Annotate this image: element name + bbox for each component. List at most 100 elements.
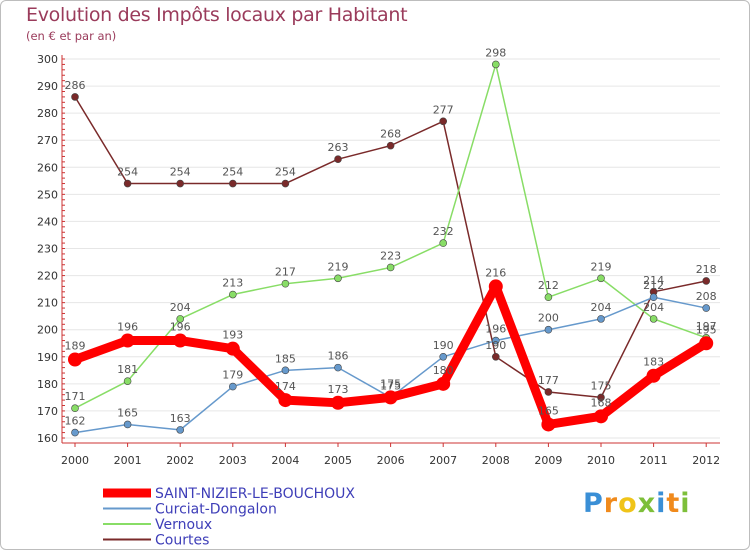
x-tick-label: 2001 [114, 454, 142, 467]
data-label: 185 [275, 352, 296, 365]
legend-label: Vernoux [155, 517, 212, 533]
data-point [649, 315, 658, 323]
data-label: 214 [643, 274, 664, 287]
data-label: 204 [643, 301, 664, 314]
data-point [225, 341, 240, 356]
x-tick-label: 2011 [640, 454, 668, 467]
data-point [544, 293, 553, 302]
data-point [176, 179, 184, 188]
logo-letter: i [680, 488, 691, 519]
data-point [71, 93, 79, 101]
data-label: 163 [170, 412, 191, 425]
y-tick-label: 290 [37, 80, 58, 93]
legend-label: Curciat-Dongalon [155, 502, 277, 518]
data-point [123, 377, 132, 385]
data-label: 171 [65, 390, 86, 403]
y-tick-label: 200 [37, 324, 58, 337]
chart-title: Evolution des Impôts locaux par Habitant [26, 4, 408, 26]
data-label: 218 [696, 263, 717, 276]
data-label: 204 [591, 301, 612, 314]
data-point [123, 420, 132, 429]
data-label: 196 [485, 323, 506, 336]
data-point [386, 141, 395, 150]
data-point [71, 404, 79, 413]
data-point [544, 388, 553, 396]
data-label: 186 [328, 350, 349, 363]
data-point [439, 117, 448, 126]
logo-letter: r [603, 488, 619, 519]
x-tick-label: 2012 [692, 454, 720, 467]
data-label: 196 [170, 321, 191, 334]
data-point [331, 395, 345, 410]
logo-letter: i [656, 488, 667, 519]
logo-letter: x [637, 488, 657, 519]
data-label: 195 [696, 323, 717, 336]
data-point [488, 279, 503, 294]
data-label: 200 [538, 312, 559, 325]
data-point [68, 352, 82, 367]
data-label: 175 [380, 379, 401, 392]
x-tick-label: 2007 [429, 454, 457, 467]
data-label: 175 [591, 379, 612, 392]
data-point [386, 263, 395, 272]
x-tick-label: 2003 [219, 454, 247, 467]
y-tick-label: 260 [37, 161, 58, 174]
y-tick-label: 300 [37, 53, 58, 66]
data-label: 165 [538, 404, 559, 417]
data-label: 197 [696, 320, 717, 333]
data-label: 254 [170, 166, 191, 179]
data-label: 189 [65, 339, 86, 352]
data-label: 162 [65, 415, 86, 428]
data-label: 212 [643, 279, 664, 292]
data-label: 286 [65, 79, 86, 92]
data-label: 263 [328, 141, 349, 154]
x-tick-label: 2010 [587, 454, 615, 467]
data-point [597, 315, 605, 323]
data-point [383, 390, 398, 405]
data-point [176, 315, 184, 323]
data-label: 193 [222, 329, 243, 342]
data-label: 254 [117, 166, 138, 179]
legend-label: SAINT-NIZIER-LE-BOUCHOUX [155, 486, 355, 502]
data-label: 277 [433, 103, 454, 116]
data-label: 219 [591, 260, 612, 273]
data-label: 232 [433, 225, 454, 238]
data-label: 268 [380, 128, 401, 141]
data-point [229, 179, 237, 188]
legend-label: Courtes [155, 533, 209, 549]
data-label: 174 [275, 380, 296, 393]
data-point [491, 336, 500, 345]
data-label: 180 [433, 364, 454, 377]
data-label: 298 [485, 46, 506, 59]
proxiti-logo: Proxiti [583, 488, 691, 519]
data-label: 254 [222, 166, 243, 179]
data-point [334, 274, 342, 283]
data-point [278, 393, 293, 408]
x-tick-label: 2000 [61, 454, 89, 467]
data-label: 173 [328, 383, 349, 396]
y-tick-label: 190 [37, 351, 58, 364]
data-point [597, 274, 605, 283]
x-tick-label: 2002 [166, 454, 194, 467]
data-point [176, 426, 184, 434]
data-label: 165 [117, 406, 138, 419]
data-point [646, 368, 661, 383]
logo-letter: t [666, 488, 681, 519]
data-point [229, 382, 237, 391]
data-point [699, 336, 714, 351]
data-label: 217 [275, 266, 296, 279]
y-tick-label: 280 [37, 107, 58, 120]
data-point [649, 293, 658, 302]
data-point [491, 60, 500, 69]
data-point [491, 352, 500, 361]
data-point [544, 325, 553, 334]
data-label: 212 [538, 279, 559, 292]
y-tick-label: 250 [37, 188, 58, 201]
y-tick-label: 210 [37, 297, 58, 310]
data-label: 213 [222, 277, 243, 290]
data-label: 219 [328, 260, 349, 273]
data-point [71, 428, 79, 437]
data-point [173, 333, 188, 348]
y-tick-label: 270 [37, 134, 58, 147]
